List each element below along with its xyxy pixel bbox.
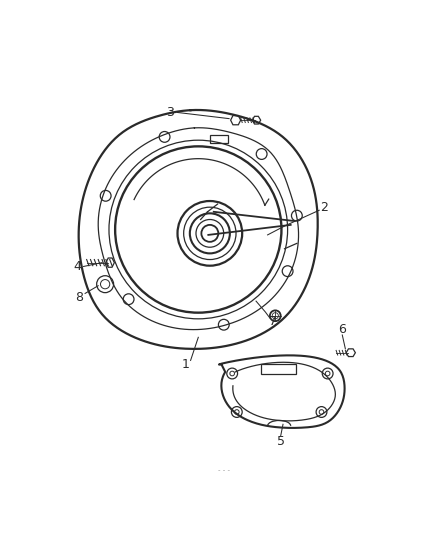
Text: 2: 2 xyxy=(320,201,328,214)
Text: 6: 6 xyxy=(338,323,346,336)
Text: 1: 1 xyxy=(181,358,189,371)
Text: - - -: - - - xyxy=(219,467,230,473)
Text: 8: 8 xyxy=(75,291,83,304)
Text: 7: 7 xyxy=(269,316,277,328)
Text: 5: 5 xyxy=(277,435,285,448)
Text: 3: 3 xyxy=(166,106,174,119)
Text: 4: 4 xyxy=(74,260,81,273)
